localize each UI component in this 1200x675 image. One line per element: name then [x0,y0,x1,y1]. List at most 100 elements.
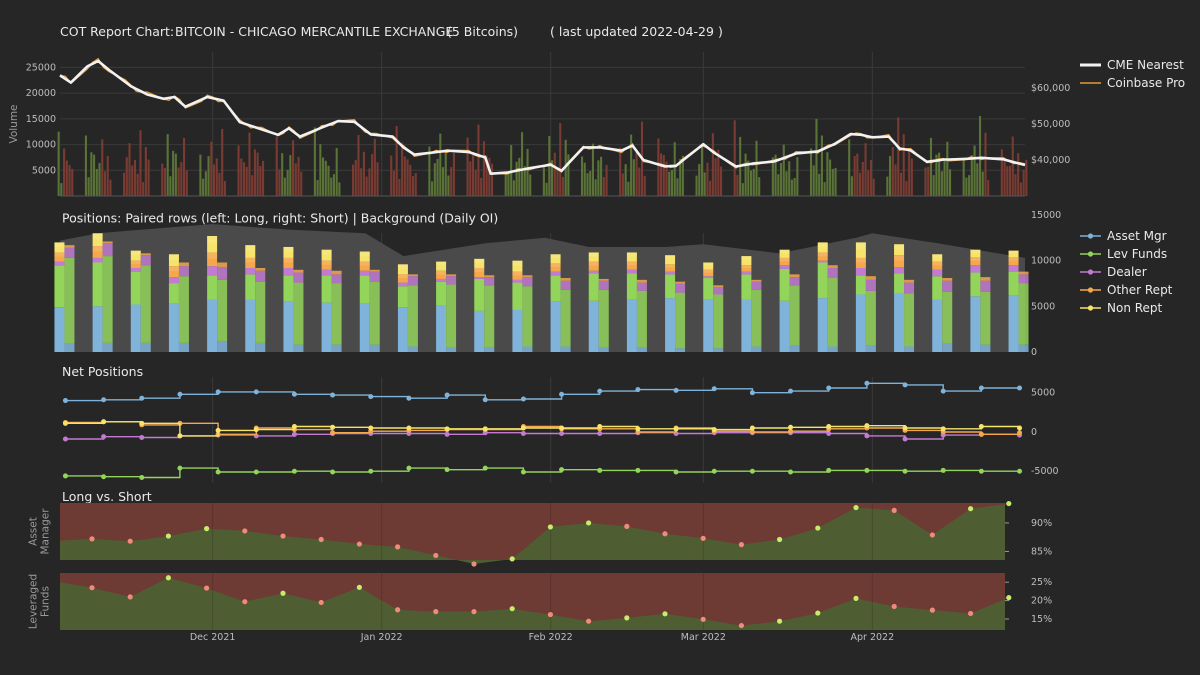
volume-bar-coinbase [371,154,374,196]
positions-short-lev-funds-bar [255,281,266,343]
positions-long-dealer-bar [588,270,599,274]
net-lev-funds-point [559,467,565,473]
positions-long-lev-funds-bar [550,275,561,302]
long-share-point [127,538,133,544]
row-label: LeveragedFunds [27,574,51,629]
positions-highlight [817,242,828,247]
long-share-point [891,507,897,514]
long-share-point [433,552,439,559]
positions-short-lev-funds-bar [675,292,686,349]
positions-short-lev-funds-bar [598,289,609,348]
long-share-point [165,533,171,539]
positions-long-dealer-bar [665,271,676,275]
positions-short-dealer-bar [331,274,342,284]
long-share-point [662,531,668,537]
positions-long-dealer-bar [894,267,905,274]
volume-bar-coinbase [218,172,221,196]
positions-highlight [665,255,676,260]
volume-bar-coinbase [779,163,783,196]
positions-short-lev-funds-bar [407,285,418,347]
positions-long-asset-mgr-bar [283,301,294,352]
volume-bar-cme [580,156,584,196]
positions-long-lev-funds-bar [321,275,332,303]
volume-bar-coinbase [910,158,913,196]
volume-bar-coinbase [1019,182,1022,196]
net-non-rept-point [253,427,259,433]
x-axis-tick-label: Jan 2022 [360,632,403,643]
volume-bar-cme [450,167,453,196]
positions-long-non-rept-bar [970,249,981,258]
net-lev-funds-point [101,474,107,480]
volume-bar-cme [946,141,949,196]
positions-long-dealer-bar [779,265,790,269]
volume-bar-cme [973,145,976,196]
positions-short-dealer-bar [64,247,75,258]
positions-tick-label: 0 [1031,347,1037,358]
long-share-point [127,594,133,600]
long-share-point [356,584,362,590]
positions-long-non-rept-bar [741,256,752,266]
net-dealer-point [444,431,450,437]
volume-bar-cme [95,168,98,196]
volume-bar-coinbase [71,168,74,196]
positions-long-other-rept-bar [321,260,332,270]
positions-highlight [321,260,332,265]
volume-bar-cme [897,117,900,196]
positions-highlight [1008,250,1019,254]
net-non-rept-point [101,419,107,425]
net-non-rept-point [978,423,984,429]
positions-short-other-rept-bar [1018,271,1029,275]
positions-highlight [588,261,599,266]
volume-bar-cme [744,153,747,196]
volume-bar-coinbase [714,158,717,196]
positions-short-asset-mgr-bar [522,346,533,352]
net-lev-funds-point [444,467,450,473]
positions-long-dealer-bar [397,282,408,287]
net-lev-funds-point [482,465,488,471]
volume-bar-cme [433,163,436,196]
volume-bar-cme [101,139,104,196]
positions-short-asset-mgr-bar [675,348,686,352]
volume-bar-cme [755,140,758,196]
volume-bar-coinbase [976,163,979,196]
volume-bar-coinbase [932,175,935,196]
volume-bar-cme [482,141,485,196]
net-lev-funds-point [330,469,336,475]
positions-highlight [168,254,179,260]
volume-bar-coinbase [354,159,357,196]
row-label: AssetManager [27,508,51,555]
volume-bar-cme [635,151,638,196]
positions-short-dealer-bar [255,270,266,282]
positions-highlight [588,252,599,257]
positions-long-asset-mgr-bar [550,301,561,352]
positions-short-lev-funds-bar [560,289,571,347]
positions-short-dealer-bar [140,255,151,266]
volume-bar-cme [777,174,780,196]
positions-short-asset-mgr-bar [751,346,762,352]
positions-highlight [970,257,981,261]
net-non-rept-point [902,425,908,431]
positions-long-non-rept-bar [855,242,866,258]
volume-bar-cme [820,135,823,196]
row-label-line: Asset [27,517,39,546]
long-share-point [395,607,401,613]
positions-long-non-rept-bar [932,254,943,262]
positions-short-asset-mgr-bar [789,345,800,352]
volume-bar-cme [657,138,660,196]
volume-bar-coinbase [818,173,821,196]
positions-long-non-rept-bar [474,258,485,268]
volume-bar-coinbase [452,152,455,196]
volume-bar-coinbase [431,181,434,196]
volume-bar-coinbase [834,167,837,196]
long-share-tick-label: 25% [1031,577,1052,588]
positions-short-other-rept-bar [446,274,457,277]
positions-long-lev-funds-bar [436,281,447,306]
positions-long-other-rept-bar [359,261,370,271]
long-share-point [777,536,783,543]
positions-long-lev-funds-bar [626,273,637,300]
net-non-rept-point [444,426,450,432]
volume-bar-coinbase [850,176,853,196]
positions-long-asset-mgr-bar [855,294,866,352]
volume-bar-coinbase [529,174,532,196]
positions-short-other-rept-bar [178,262,189,267]
